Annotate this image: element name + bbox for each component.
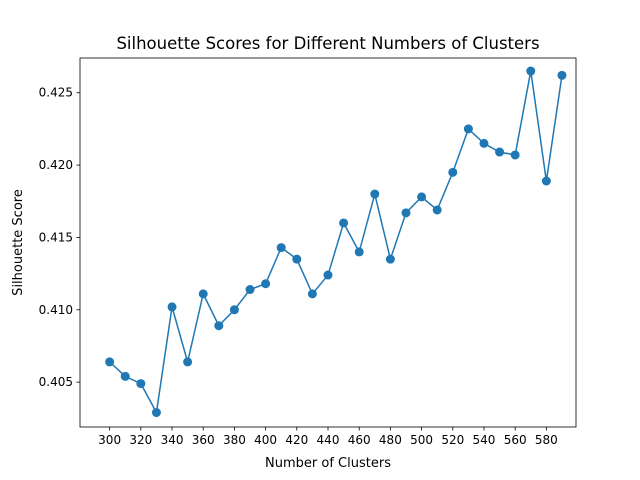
data-point [323,270,333,280]
series-line [109,70,563,415]
data-point [245,285,255,295]
data-point [432,205,442,215]
data-point [167,302,177,312]
x-tick-label: 560 [504,433,527,447]
x-tick-label: 460 [348,433,371,447]
plot-frame [79,57,577,428]
data-point [261,279,271,289]
data-point [541,176,551,186]
data-point [354,247,364,257]
data-point [339,218,349,228]
data-point [526,66,536,76]
data-point [495,147,505,157]
y-tick-label: 0.405 [39,375,73,389]
x-tick-label: 320 [129,433,152,447]
data-point [463,124,473,134]
x-axis: 300 320 340 360 380 400 420 440 460 480 500 520 540 5… [98,427,558,447]
data-point [417,192,427,202]
data-point [120,371,130,381]
x-tick-label: 380 [223,433,246,447]
y-axis: 0.405 0.410 0.415 0.420 0.425 [39,86,80,389]
data-point [479,138,489,148]
data-point [151,408,161,418]
data-point [448,167,458,177]
data-point [229,305,239,315]
x-tick-label: 480 [379,433,402,447]
data-point [105,357,115,367]
data-point [401,208,411,218]
x-tick-label: 540 [473,433,496,447]
y-tick-label: 0.425 [39,86,73,100]
x-tick-label: 400 [254,433,277,447]
chart-title: Silhouette Scores for Different Numbers … [116,34,539,53]
x-tick-label: 300 [98,433,121,447]
data-point [198,289,208,299]
data-point [276,243,286,253]
y-tick-label: 0.410 [39,303,73,317]
x-tick-label: 340 [161,433,184,447]
data-point [370,189,380,199]
data-point [385,254,395,264]
data-point [214,321,224,331]
y-tick-label: 0.420 [39,158,73,172]
x-tick-label: 580 [535,433,558,447]
y-axis-label: Silhouette Score [11,189,26,296]
data-point [136,379,146,389]
x-tick-label: 420 [285,433,308,447]
data-point [557,70,567,80]
data-point [183,357,193,367]
x-tick-label: 360 [192,433,215,447]
data-point [307,289,317,299]
data-point [292,254,302,264]
x-tick-label: 500 [410,433,433,447]
x-tick-label: 520 [441,433,464,447]
x-tick-label: 440 [317,433,340,447]
y-tick-label: 0.415 [39,230,73,244]
x-axis-label: Number of Clusters [265,456,391,471]
data-point [510,150,520,160]
series-markers [105,66,567,418]
